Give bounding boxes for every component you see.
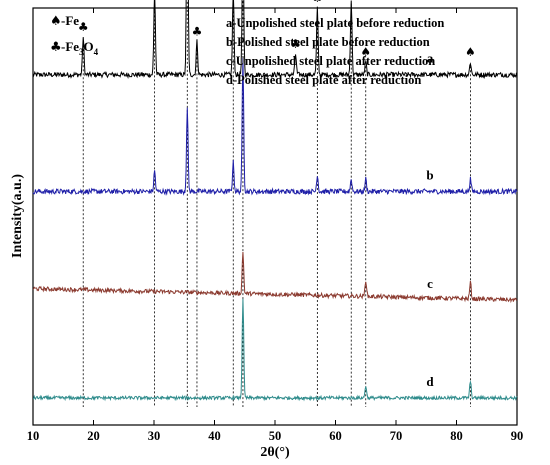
peak-marker: ♣ <box>78 20 89 34</box>
peak-marker: ♠ <box>465 45 476 59</box>
x-tick-label: 70 <box>390 429 403 443</box>
series-line-b <box>32 57 518 196</box>
series-layer <box>32 0 518 402</box>
legend-fe3o4-label: -Fe3O4 <box>61 39 99 57</box>
series-key-d: d-Polished steel plate after reduction <box>226 73 421 87</box>
x-tick-label: 90 <box>511 429 524 443</box>
series-key: a-Unpolished steel plate before reductio… <box>226 16 444 87</box>
series-label-b: b <box>426 167 433 182</box>
guide-lines <box>82 0 471 407</box>
peak-marker: ♣ <box>192 24 203 38</box>
plot-frame <box>32 7 518 426</box>
legend-fe3o4-fe: -Fe <box>61 39 79 54</box>
legend-fe3o4-o: O <box>84 39 94 54</box>
series-key-b: b-Polished steel plate before reduction <box>226 35 430 49</box>
legend-fe-symbol: ♠ <box>50 14 62 29</box>
series-key-a: a-Unpolished steel plate before reductio… <box>226 16 444 30</box>
series-line-d <box>32 298 518 402</box>
peak-marker: ♣ <box>290 37 301 51</box>
legend-fe-label: -Fe <box>61 13 79 28</box>
x-axis-ticks: 10 20 30 40 50 60 70 80 90 <box>27 8 524 443</box>
peak-markers: ♣♣♣♣♣♠♣♣♣♠♠ <box>78 0 476 59</box>
x-tick-label: 30 <box>148 429 161 443</box>
x-tick-label: 20 <box>87 429 100 443</box>
peak-marker: ♠ <box>360 45 371 59</box>
legend-fe3o4-sub3: 3 <box>79 47 84 57</box>
legend-fe3o4-sub4: 4 <box>94 47 99 57</box>
legend: ♠ -Fe ♣ -Fe3O4 <box>50 13 99 57</box>
series-labels: a b c d <box>426 51 434 389</box>
x-tick-label: 50 <box>269 429 282 443</box>
series-key-c: c-Unpolished steel plate after reduction <box>226 54 435 68</box>
legend-fe3o4-symbol: ♣ <box>50 40 62 55</box>
x-tick-label: 60 <box>329 429 342 443</box>
x-tick-label: 40 <box>208 429 221 443</box>
series-label-a: a <box>427 51 434 66</box>
peak-marker: ♣ <box>312 0 323 5</box>
x-tick-label: 10 <box>27 429 40 443</box>
series-label-d: d <box>426 374 434 389</box>
series-line-a <box>32 0 518 80</box>
x-tick-label: 80 <box>450 429 463 443</box>
series-label-c: c <box>427 276 433 291</box>
x-axis-label: 2θ(°) <box>260 445 290 460</box>
series-line-c <box>32 251 518 304</box>
y-axis-label: Intensity(a.u.) <box>10 174 25 258</box>
